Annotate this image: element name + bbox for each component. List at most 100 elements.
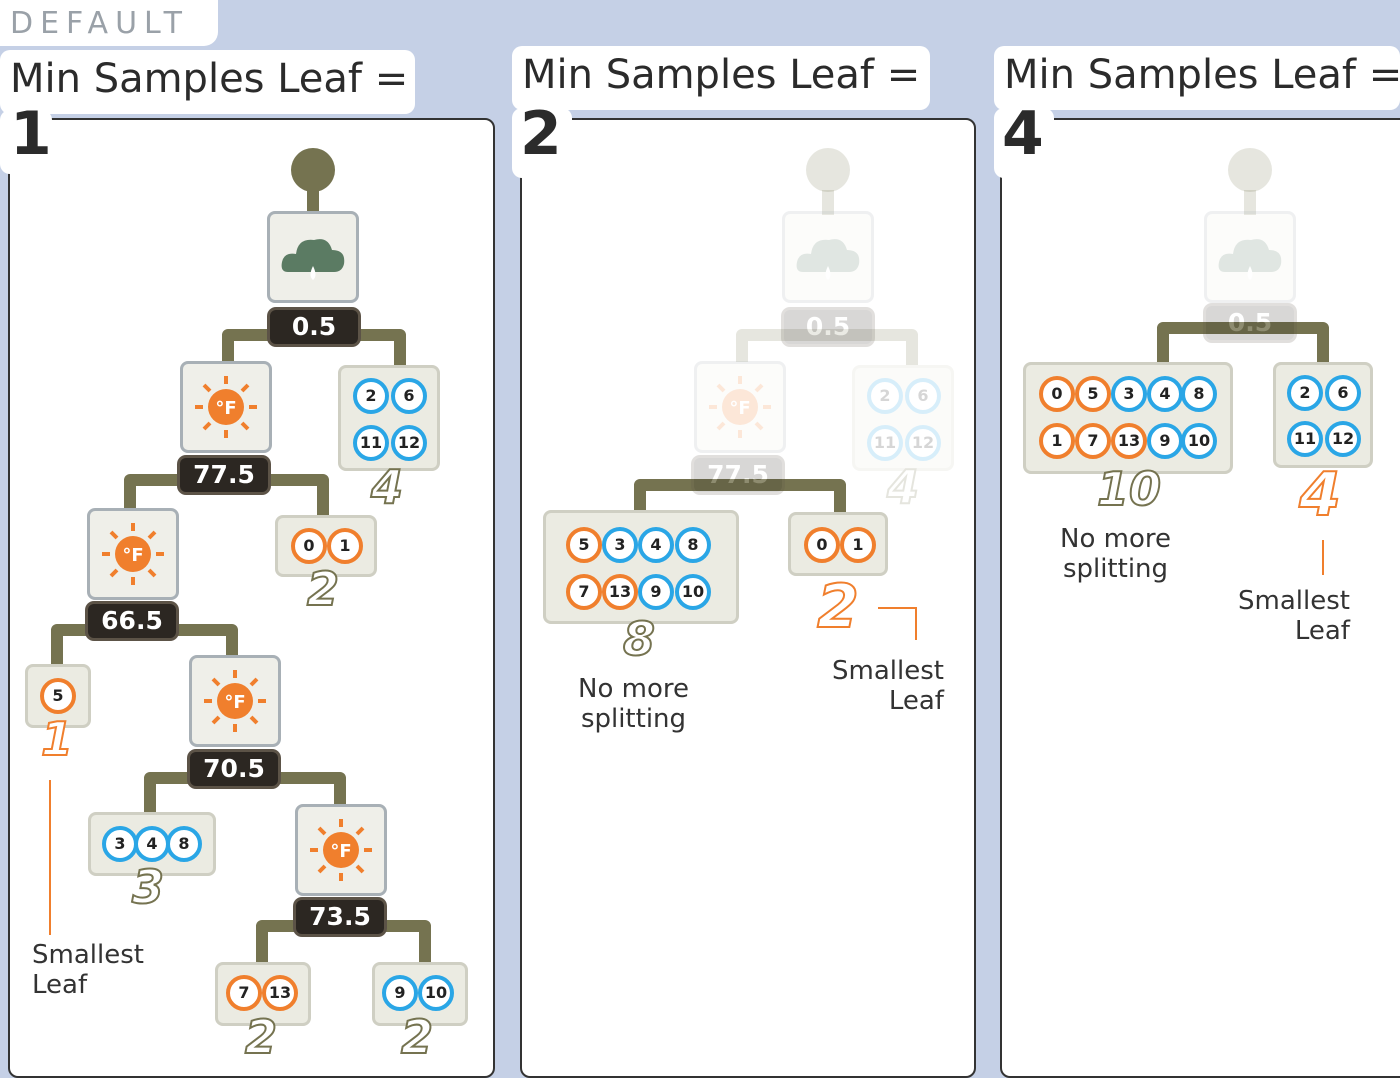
panel-1-title-box: [0, 50, 415, 114]
note-line-2: splitting: [1062, 554, 1169, 584]
panel-3: [1000, 118, 1400, 1078]
svg-text:°F: °F: [729, 398, 750, 419]
sample-circle: 2: [353, 378, 389, 414]
panel-1-value: 1: [10, 99, 52, 169]
sample-circle: 10: [675, 574, 711, 610]
sample-circle: 13: [1111, 423, 1147, 459]
leaf-count: 3: [131, 859, 165, 915]
panel-2-title-box: [512, 46, 930, 110]
panel-3-title-box: [994, 46, 1400, 110]
sample-circle: 10: [1181, 423, 1217, 459]
sample-circle: 7: [1075, 423, 1111, 459]
leaf-count: 2: [306, 561, 340, 617]
note-line-2: splitting: [580, 704, 687, 734]
note-line-1: Smallest: [32, 940, 144, 970]
leaf-node: [1273, 362, 1373, 468]
sample-circle: 11: [867, 425, 903, 461]
sample-circle: 1: [1039, 423, 1075, 459]
sample-circle: 6: [391, 378, 427, 414]
sample-circle: 11: [353, 425, 389, 461]
sample-circle: 4: [1147, 376, 1183, 412]
threshold-73-5: 73.5: [296, 900, 384, 934]
sample-circle: 5: [1075, 376, 1111, 412]
panel-2-value-box: [512, 108, 572, 178]
no-more-splitting-note: No more splitting: [1060, 524, 1171, 584]
panel-1-value-box: [0, 110, 52, 174]
rain-cloud-icon: [796, 239, 860, 280]
rain-cloud-icon: [1218, 239, 1282, 280]
rain-cloud-icon: [281, 239, 345, 280]
sample-circle: 12: [905, 425, 941, 461]
sample-circle: 0: [291, 528, 327, 564]
sample-circle: 13: [262, 975, 298, 1011]
leaf-count: 2: [816, 571, 860, 643]
note-line-2: Leaf: [1294, 616, 1350, 646]
sample-circle: 0: [804, 527, 840, 563]
panel-1-title: Min Samples Leaf =: [10, 56, 409, 102]
smallest-leaf-note: Smallest Leaf: [832, 656, 944, 716]
note-line-1: Smallest: [832, 656, 944, 686]
sun-fahrenheit-icon: °F: [204, 670, 266, 732]
smallest-leaf-note: Smallest Leaf: [1238, 586, 1350, 646]
leaf-count: 8: [622, 611, 656, 667]
smallest-leaf-note: Smallest Leaf: [32, 940, 144, 1000]
sample-circle: 13: [602, 574, 638, 610]
svg-text:°F: °F: [122, 545, 143, 566]
sample-circle: 10: [418, 975, 454, 1011]
sample-circle: 3: [602, 527, 638, 563]
sample-circle: 2: [1287, 375, 1323, 411]
svg-text:°F: °F: [215, 398, 236, 419]
svg-text:°F: °F: [330, 841, 351, 862]
note-line-1: Smallest: [1238, 586, 1350, 616]
panel-2-title: Min Samples Leaf =: [522, 52, 921, 98]
leaf-node: [852, 365, 954, 471]
sample-circle: 2: [867, 378, 903, 414]
sample-circle: 4: [134, 826, 170, 862]
default-tag-label: DEFAULT: [10, 6, 189, 41]
sample-circle: 6: [905, 378, 941, 414]
panel-2-value: 2: [520, 99, 562, 169]
threshold-0-5: 0.5: [270, 310, 358, 344]
temp-split-node: °F: [87, 508, 179, 600]
sample-circle: 5: [40, 678, 76, 714]
sample-circle: 4: [638, 527, 674, 563]
no-more-splitting-note: No more splitting: [578, 674, 689, 734]
note-line-2: Leaf: [32, 970, 88, 1000]
leaf-count: 4: [886, 459, 920, 515]
rain-split-node: [267, 211, 359, 303]
temp-split-node: °F: [694, 361, 786, 453]
sample-circle: 8: [675, 527, 711, 563]
temp-split-node: °F: [189, 655, 281, 747]
sample-circle: 6: [1325, 375, 1361, 411]
note-line-1: No more: [1060, 524, 1171, 554]
panel-3-title: Min Samples Leaf =: [1004, 52, 1400, 98]
threshold-77-5: 77.5: [694, 458, 782, 492]
leaf-count: 2: [244, 1009, 278, 1065]
threshold-0-5: 0.5: [784, 310, 872, 344]
svg-text:°F: °F: [224, 692, 245, 713]
sun-fahrenheit-icon: °F: [310, 819, 372, 881]
sample-circle: 7: [566, 574, 602, 610]
threshold-66-5: 66.5: [88, 604, 176, 638]
sample-circle: 12: [391, 425, 427, 461]
sample-circle: 9: [1147, 423, 1183, 459]
leaf-count: 4: [370, 459, 404, 515]
rain-split-node: [1204, 211, 1296, 303]
sample-circle: 3: [1111, 376, 1147, 412]
leaf-count: 4: [1298, 459, 1342, 531]
leaf-count: 1: [40, 711, 74, 767]
leaf-count: 2: [400, 1009, 434, 1065]
temp-split-node: °F: [295, 804, 387, 896]
note-line-1: No more: [578, 674, 689, 704]
sample-circle: 11: [1287, 421, 1323, 457]
default-tag: DEFAULT: [0, 0, 218, 46]
threshold-70-5: 70.5: [190, 752, 278, 786]
sample-circle: 9: [638, 574, 674, 610]
leaf-count: 10: [1096, 461, 1162, 517]
sun-fahrenheit-icon: °F: [195, 376, 257, 438]
sun-fahrenheit-icon: °F: [102, 523, 164, 585]
temp-split-node: °F: [180, 361, 272, 453]
sample-circle: 8: [166, 826, 202, 862]
sample-circle: 5: [566, 527, 602, 563]
panel-3-value-box: [994, 108, 1054, 178]
